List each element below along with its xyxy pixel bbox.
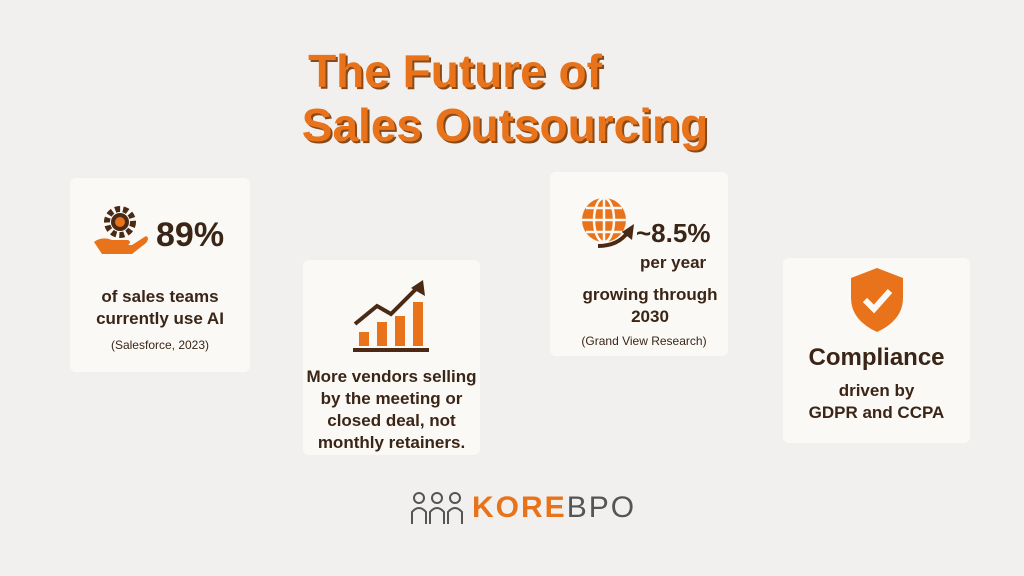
heading: Compliance [808, 344, 945, 371]
logo-suffix: BPO [566, 491, 637, 524]
text-line: closed deal, not [327, 411, 456, 430]
card: More vendors selling by the meeting or c… [303, 260, 480, 455]
text-line: of sales teams [101, 287, 219, 306]
icon-gear-hand [94, 206, 148, 254]
text-line: GDPR and CCPA [808, 403, 945, 422]
stat-sub: per year [640, 253, 707, 272]
logo: KOREBPO [410, 490, 636, 526]
card-text: of sales teams currently use AI [70, 286, 250, 330]
text-line: monthly retainers. [317, 433, 466, 452]
card: Compliance driven by GDPR and CCPA [783, 258, 970, 443]
source: (Salesforce, 2023) [110, 338, 210, 352]
card-text: More vendors selling by the meeting or c… [303, 366, 480, 454]
card: 89% of sales teams currently use AI (Sal… [70, 178, 250, 372]
text-line: currently use AI [96, 309, 224, 328]
text-line: 2030 [631, 307, 669, 326]
card: ~8.5% per year growing through 2030 (Gra… [550, 172, 728, 356]
icon-shield [851, 268, 903, 332]
source: (Grand View Research) [581, 334, 707, 348]
stat: ~8.5% [636, 218, 711, 248]
icon-growth-chart [353, 280, 429, 352]
title-line: Sales Outsourcing [301, 99, 709, 151]
text-line: by the meeting or [320, 389, 463, 408]
text-line: driven by [838, 381, 915, 400]
icon-globe [582, 196, 634, 248]
logo-icon [411, 492, 463, 524]
stat: 89% [156, 216, 225, 254]
title-line: The Future of [308, 45, 602, 97]
logo-brand: KORE [472, 491, 567, 524]
card-text: driven by GDPR and CCPA [783, 380, 970, 424]
text-line: More vendors selling [306, 367, 477, 386]
text-line: growing through [582, 285, 718, 304]
card-text: growing through 2030 [550, 284, 750, 328]
title: The Future of Sales Outsourcing [0, 44, 1010, 152]
